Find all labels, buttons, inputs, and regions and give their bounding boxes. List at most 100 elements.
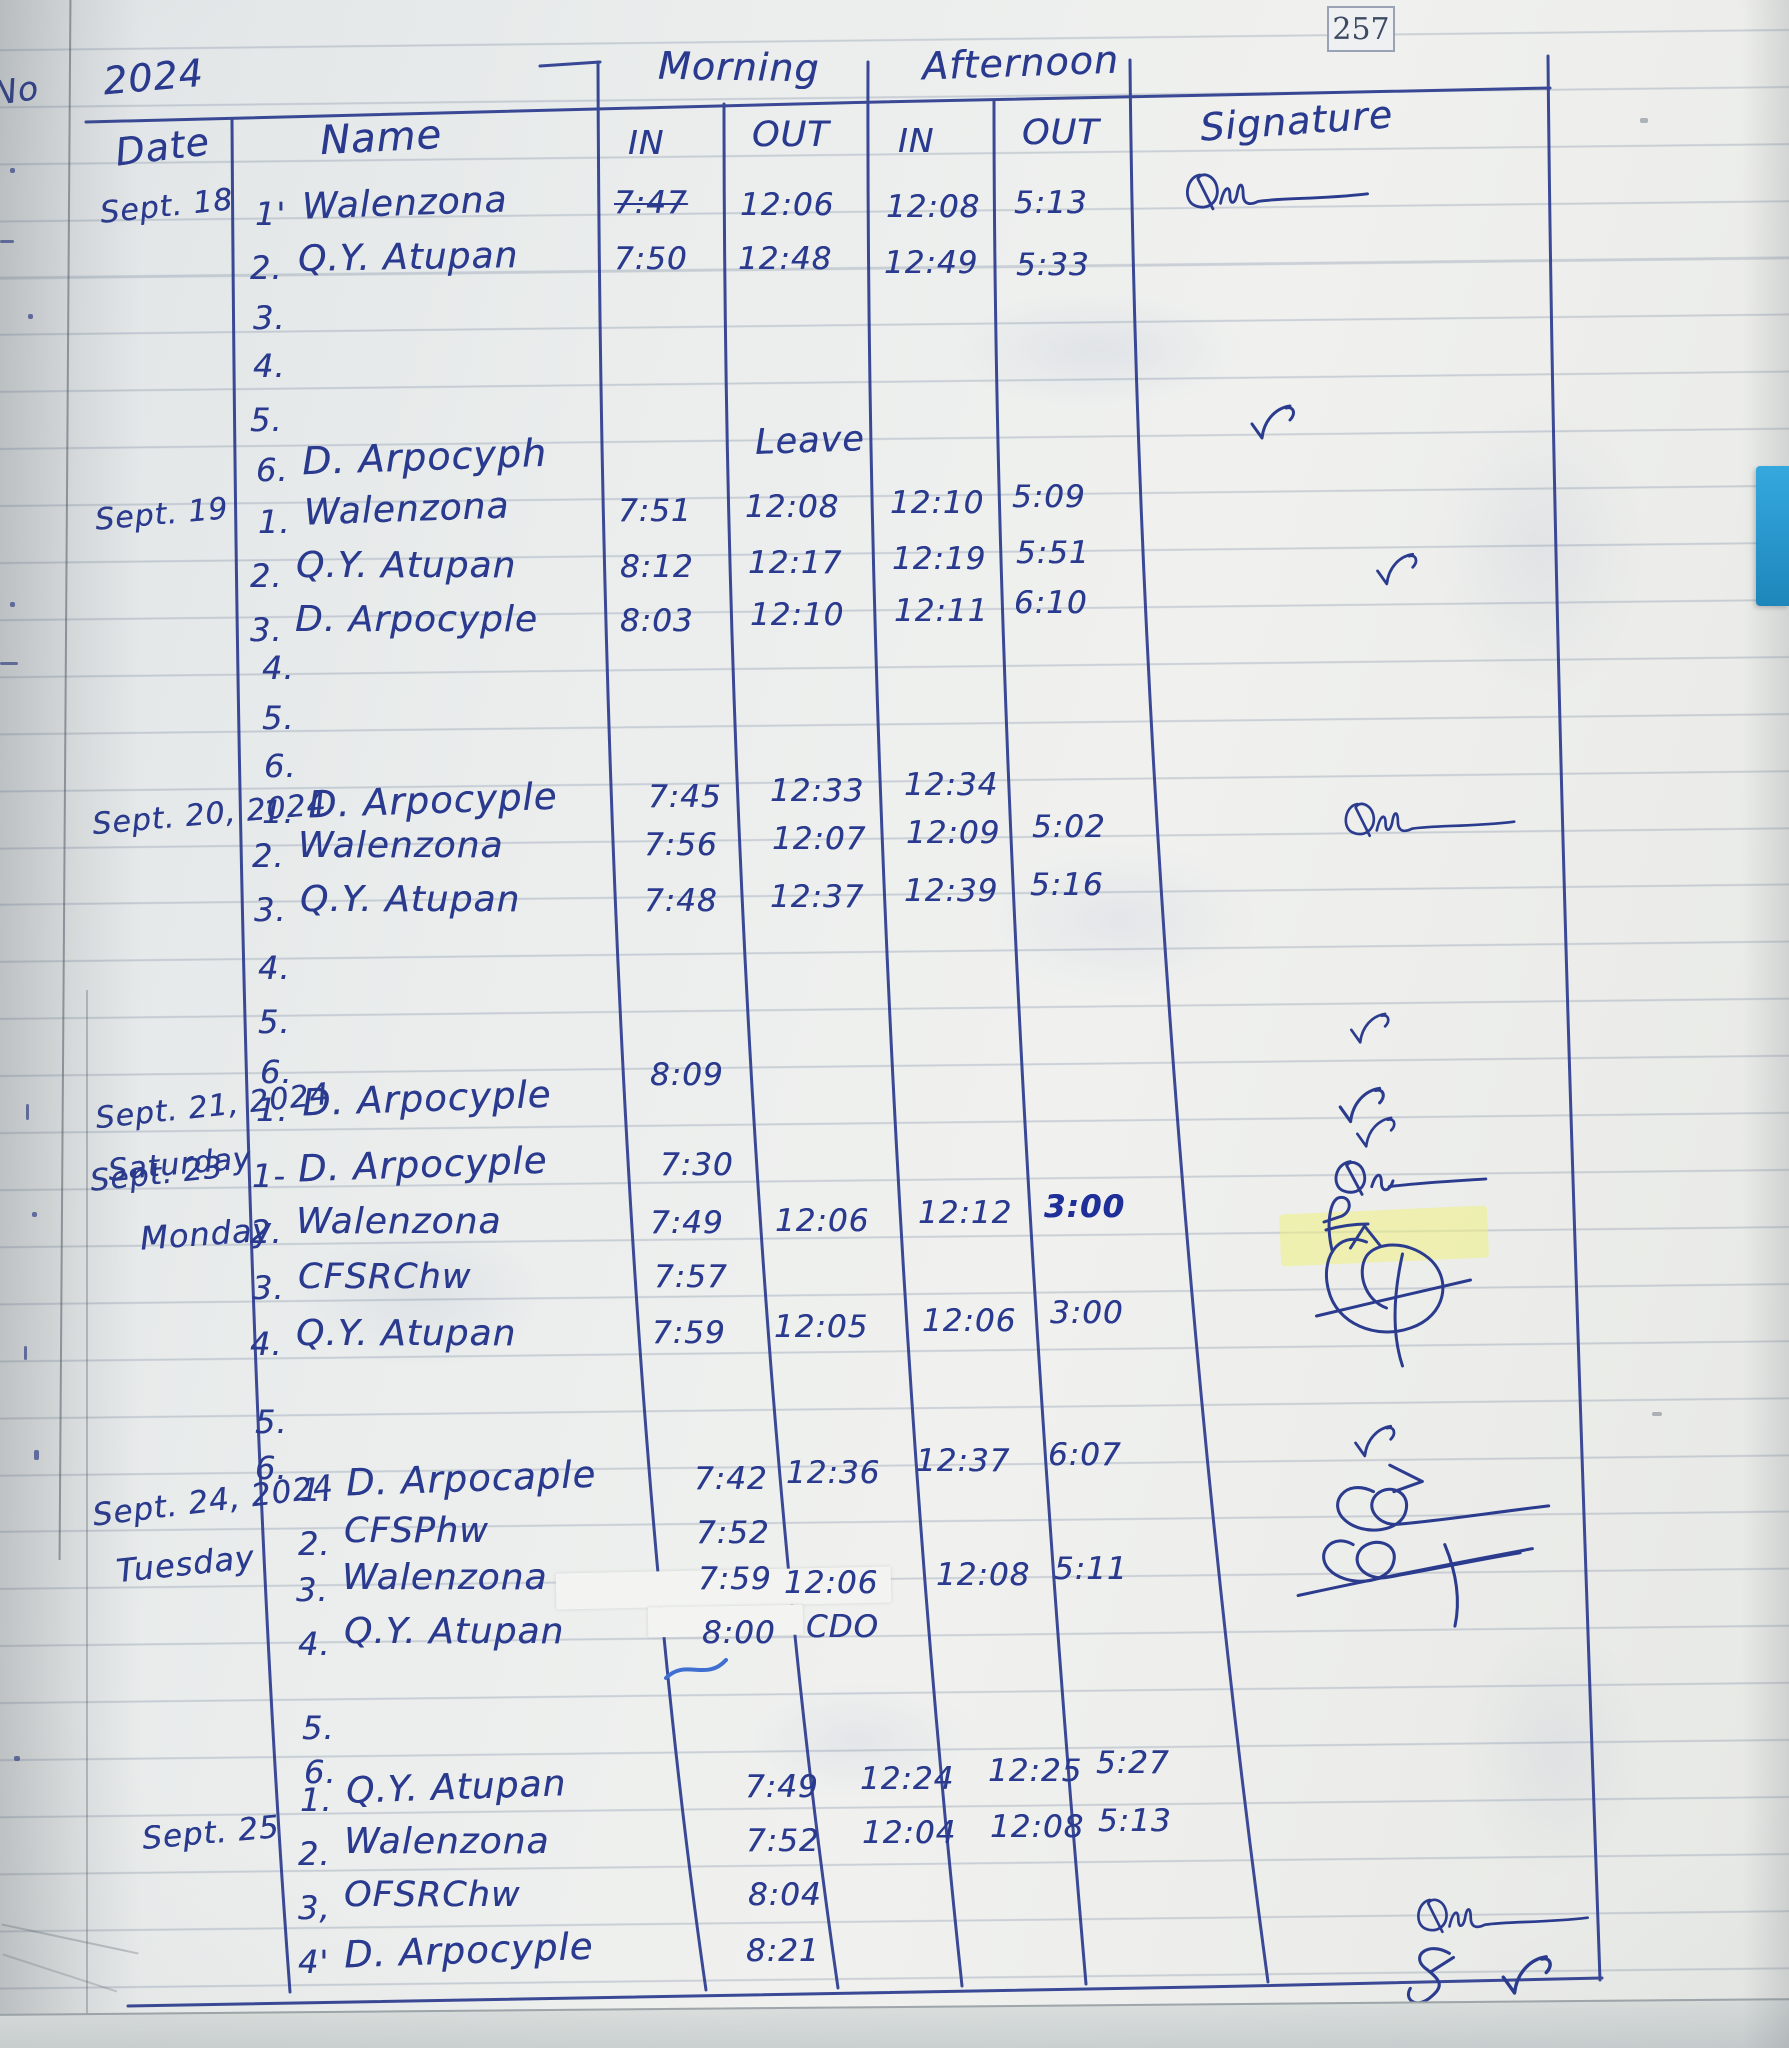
row-number: 1.: [258, 503, 291, 541]
ink-speck: [10, 602, 15, 607]
blue-bookmark-tab: [1756, 466, 1789, 606]
time-afternoon-out: 5:13: [1098, 1803, 1172, 1839]
employee-name: D. Arpocyple: [297, 1138, 549, 1191]
employee-name: D. Arpocyple: [343, 1924, 595, 1977]
employee-name: Q.Y. Atupan: [297, 235, 519, 280]
ink-speck: [0, 662, 18, 665]
time-morning-in: 7:52: [696, 1515, 770, 1551]
row-number: 2.: [298, 1525, 331, 1563]
row-number: 4.: [262, 649, 295, 687]
row-number: 3.: [253, 299, 286, 337]
time-morning-in: 7:52: [746, 1823, 820, 1859]
ink-speck: [26, 1104, 29, 1120]
time-morning-out: 12:33: [770, 773, 865, 809]
employee-name: D. Arpocyph: [301, 430, 548, 484]
time-morning-in: 8:21: [746, 1933, 820, 1969]
check-mark-icon: [1376, 552, 1418, 586]
time-afternoon-in: 12:08: [886, 189, 981, 225]
time-afternoon-out: 5:27: [1096, 1745, 1170, 1781]
signature-scribble: [1186, 173, 1369, 211]
time-afternoon-in: 12:34: [904, 767, 999, 803]
time-afternoon-in: 12:09: [906, 815, 1001, 851]
employee-name: OFSRChw: [344, 1875, 521, 1915]
time-morning-out: 12:48: [738, 241, 833, 277]
time-afternoon-out: 6:10: [1014, 585, 1088, 621]
row-number: 2.: [250, 249, 283, 287]
row-number: 6.: [304, 1753, 337, 1791]
row-number: 3.: [252, 1269, 285, 1307]
time-afternoon-in: 12:08: [990, 1809, 1085, 1845]
time-morning-in: 7:48: [644, 883, 718, 919]
signature-scribble: [1417, 1898, 1589, 1934]
row-number: 4.: [258, 949, 291, 987]
time-afternoon-out: 5:16: [1030, 867, 1104, 903]
time-afternoon-in: 12:12: [918, 1195, 1013, 1231]
time-morning-out: 12:06: [740, 187, 835, 223]
row-number: 1.: [256, 1091, 289, 1129]
time-morning-in: 8:09: [650, 1057, 724, 1093]
time-morning-out: 12:07: [772, 821, 867, 857]
time-morning-out: 12:06: [775, 1203, 870, 1239]
ink-speck: [1640, 118, 1648, 123]
time-afternoon-in: 12:11: [894, 593, 989, 629]
year-label: 2024: [101, 50, 206, 104]
employee-name: Q.Y. Atupan: [345, 1763, 567, 1812]
row-number: 4.: [250, 1325, 283, 1363]
employee-name: Q.Y. Atupan: [344, 1611, 565, 1652]
row-number: 3.: [254, 891, 287, 929]
ink-speck: [1652, 1412, 1662, 1416]
ink-speck: [34, 1450, 39, 1460]
ink-speck: [14, 1756, 20, 1761]
ink-speck: [24, 1346, 27, 1360]
time-afternoon-in: 12:08: [936, 1557, 1031, 1593]
row-number: 4.: [298, 1625, 331, 1663]
time-morning-in: 8:12: [620, 549, 694, 585]
column-header-date: Date: [112, 119, 213, 175]
time-morning-in: 7:49: [650, 1205, 724, 1241]
row-number: 5.: [258, 1003, 291, 1041]
row-number: 1-: [252, 1157, 286, 1195]
employee-name: CFSRChw: [298, 1257, 472, 1297]
time-afternoon-in: 12:06: [922, 1303, 1017, 1339]
time-morning-in: 7:30: [660, 1147, 734, 1183]
time-afternoon-in: 12:25: [988, 1753, 1083, 1789]
employee-name: CFSPhw: [344, 1511, 489, 1551]
ink-speck: [28, 314, 33, 319]
time-morning-in: 7:47: [614, 185, 688, 221]
employee-name: Walenzona: [342, 1557, 548, 1598]
row-number: 5.: [250, 401, 283, 439]
time-morning-in: 8:03: [620, 603, 694, 639]
row-number: 5.: [302, 1709, 335, 1747]
row-number: 1.: [300, 1471, 333, 1509]
ink-speck: [0, 240, 14, 243]
employee-name: D. Arpocaple: [345, 1452, 597, 1505]
row-number: 2.: [298, 1835, 331, 1873]
time-morning-in: 7:49: [745, 1769, 819, 1805]
time-afternoon-in: 12:37: [916, 1443, 1011, 1479]
row-number: 5.: [262, 699, 295, 737]
check-mark-icon: [1354, 1424, 1396, 1458]
column-header-afternoon: Afternoon: [921, 37, 1120, 89]
time-morning-in: 7:59: [652, 1315, 726, 1351]
employee-name: Q.Y. Atupan: [300, 879, 521, 920]
cdo-note: CDO: [806, 1609, 879, 1645]
time-afternoon-in: 12:49: [884, 245, 979, 281]
margin-note: No: [0, 67, 42, 114]
employee-name: D. Arpocyple: [307, 774, 559, 827]
signature-scribble: [1322, 1195, 1370, 1252]
time-morning-in: 7:59: [698, 1561, 772, 1597]
time-morning-out: 12:10: [750, 597, 845, 633]
page-number: 257: [1327, 6, 1395, 52]
leave-note: Leave: [754, 419, 866, 463]
employee-name: Walenzona: [296, 1201, 502, 1242]
row-number: 6.: [256, 451, 289, 489]
employee-name: Walenzona: [298, 825, 504, 866]
row-number: 3,: [298, 1889, 331, 1927]
time-morning-in: 8:04: [748, 1877, 822, 1913]
time-afternoon-in: 12:19: [892, 541, 987, 577]
time-morning-in: 7:56: [644, 827, 718, 863]
time-morning-out: 12:17: [748, 545, 843, 581]
employee-name: Walenzona: [301, 179, 509, 228]
time-morning-in: 7:42: [694, 1461, 768, 1497]
